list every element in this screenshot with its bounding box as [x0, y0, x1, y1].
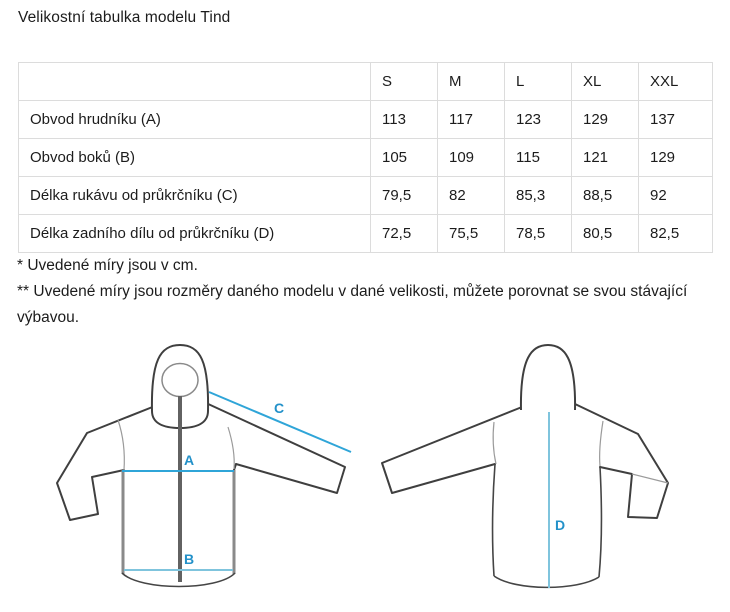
jacket-back-diagram: D	[381, 344, 669, 589]
value-cell: 115	[504, 138, 572, 177]
front-right-sleeve	[205, 402, 346, 494]
back-elbow-fold-seam	[631, 473, 669, 484]
value-cell: 109	[437, 138, 505, 177]
empty-header-cell	[18, 62, 371, 101]
front-left-armhole-seam	[117, 419, 125, 471]
back-right-arm	[574, 403, 669, 519]
measure-label-d: D	[555, 517, 565, 533]
row-label-cell: Délka zadního dílu od průkrčníku (D)	[18, 214, 371, 253]
row-label-cell: Obvod boků (B)	[18, 138, 371, 177]
front-hem	[121, 572, 236, 588]
value-cell: 129	[638, 138, 713, 177]
value-cell: 137	[638, 100, 713, 139]
size-table: S M L XL XXL Obvod hrudníku (A) 113 117 …	[18, 62, 713, 253]
value-cell: 129	[571, 100, 639, 139]
size-header-s: S	[370, 62, 438, 101]
back-left-sleeve	[381, 406, 523, 494]
value-cell: 75,5	[437, 214, 505, 253]
size-header-xl: XL	[571, 62, 639, 101]
back-torso-left-edge	[491, 463, 496, 577]
value-cell: 82,5	[638, 214, 713, 253]
value-cell: 82	[437, 176, 505, 215]
measure-label-b: B	[184, 551, 194, 567]
size-header-xxl: XXL	[638, 62, 713, 101]
sleeve-measure-line-c	[208, 391, 352, 453]
row-label-cell: Délka rukávu od průkrčníku (C)	[18, 176, 371, 215]
value-cell: 121	[571, 138, 639, 177]
back-right-armhole-seam	[599, 420, 604, 467]
value-cell: 88,5	[571, 176, 639, 215]
value-cell: 79,5	[370, 176, 438, 215]
value-cell: 113	[370, 100, 438, 139]
value-cell: 72,5	[370, 214, 438, 253]
table-row: Délka rukávu od průkrčníku (C) 79,5 82 8…	[18, 176, 713, 215]
back-hem	[493, 575, 600, 589]
table-header-row: S M L XL XXL	[18, 62, 713, 101]
value-cell: 92	[638, 176, 713, 215]
value-cell: 117	[437, 100, 505, 139]
page-title: Velikostní tabulka modelu Tind	[18, 9, 231, 26]
row-label-cell: Obvod hrudníku (A)	[18, 100, 371, 139]
table-row: Obvod boků (B) 105 109 115 121 129	[18, 138, 713, 177]
value-cell: 123	[504, 100, 572, 139]
back-torso-right-edge	[598, 466, 603, 578]
size-header-m: M	[437, 62, 505, 101]
value-cell: 80,5	[571, 214, 639, 253]
footnote-measurements: ** Uvedené míry jsou rozměry daného mode…	[17, 283, 688, 326]
table-row: Obvod hrudníku (A) 113 117 123 129 137	[18, 100, 713, 139]
value-cell: 105	[370, 138, 438, 177]
front-hood-opening	[161, 362, 199, 398]
footnotes: * Uvedené míry jsou v cm. ** Uvedené mír…	[17, 253, 719, 331]
back-hood	[519, 344, 577, 411]
value-cell: 78,5	[504, 214, 572, 253]
front-left-arm	[56, 405, 156, 521]
jacket-front-diagram: A B C	[56, 344, 352, 588]
size-header-l: L	[504, 62, 572, 101]
measure-label-a: A	[184, 452, 194, 468]
jacket-diagrams: A B C D	[56, 344, 669, 589]
value-cell: 85,3	[504, 176, 572, 215]
back-left-armhole-seam	[492, 421, 497, 465]
footnote-units: * Uvedené míry jsou v cm.	[17, 257, 198, 274]
front-right-armhole-seam	[227, 426, 235, 470]
table-row: Délka zadního dílu od průkrčníku (D) 72,…	[18, 214, 713, 253]
measure-label-c: C	[274, 400, 284, 416]
